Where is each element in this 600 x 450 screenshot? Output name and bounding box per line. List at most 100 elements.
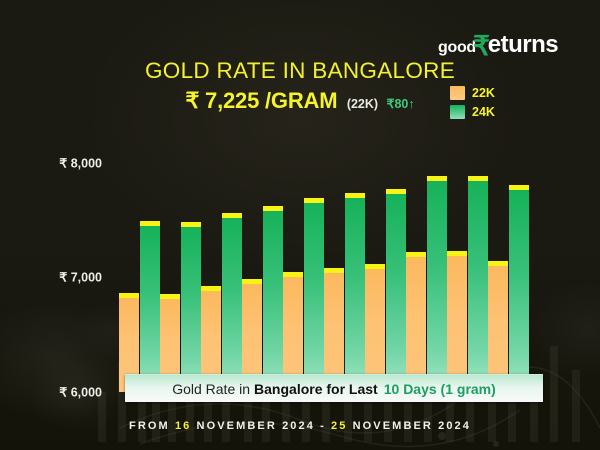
- bar-body: [406, 256, 426, 392]
- bar-cap: [386, 189, 406, 195]
- bar-body: [468, 180, 488, 392]
- goodreturns-logo[interactable]: good ₹ eturns: [438, 30, 559, 61]
- bar-group[interactable]: [201, 140, 242, 392]
- bar-22k-day-4[interactable]: [242, 279, 262, 392]
- y-axis-tick: ₹ 7,000: [59, 270, 102, 285]
- bar-group[interactable]: [447, 140, 488, 392]
- date-range: FROM 16 NOVEMBER 2024 - 25 NOVEMBER 2024: [0, 416, 600, 434]
- bar-24k-day-10[interactable]: [509, 185, 529, 392]
- bar-22k-day-5[interactable]: [283, 272, 303, 392]
- bar-24k-day-9[interactable]: [468, 175, 488, 392]
- bar-cap: [160, 294, 180, 300]
- bar-group[interactable]: [242, 140, 283, 392]
- logo-text-eturns: eturns: [487, 31, 559, 58]
- legend-item-24k[interactable]: 24K: [450, 105, 495, 119]
- bar-cap: [324, 267, 344, 273]
- bar-body: [201, 291, 221, 392]
- bar-body: [488, 265, 508, 392]
- bar-body: [345, 198, 365, 392]
- bar-cap: [283, 272, 303, 278]
- bar-body: [386, 194, 406, 392]
- bar-body: [304, 203, 324, 392]
- bar-cap: [201, 286, 221, 292]
- bar-24k-day-4[interactable]: [263, 205, 283, 392]
- bar-cap: [447, 250, 467, 256]
- bar-cap: [181, 221, 201, 227]
- date-range-to-rest: NOVEMBER 2024: [347, 420, 471, 432]
- bar-22k-day-1[interactable]: [119, 292, 139, 392]
- bar-22k-day-9[interactable]: [447, 250, 467, 392]
- bar-body: [263, 210, 283, 392]
- date-range-from-word: FROM: [129, 420, 175, 432]
- bar-24k-day-2[interactable]: [181, 221, 201, 392]
- bar-group[interactable]: [488, 140, 529, 392]
- page-title: GOLD RATE IN BANGALORE: [145, 58, 455, 83]
- bar-body: [427, 181, 447, 392]
- bar-22k-day-3[interactable]: [201, 286, 221, 392]
- bar-body: [242, 284, 262, 392]
- bar-body: [160, 299, 180, 392]
- bar-body: [119, 297, 139, 392]
- bar-24k-day-5[interactable]: [304, 198, 324, 392]
- bar-cap: [468, 175, 488, 181]
- logo-text-good: good: [438, 39, 476, 56]
- bar-body: [447, 255, 467, 392]
- date-range-from-rest: NOVEMBER 2024: [191, 420, 321, 432]
- legend-swatch-24k: [450, 105, 465, 119]
- y-axis-tick: ₹ 6,000: [59, 385, 102, 400]
- bar-cap: [119, 292, 139, 298]
- bar-body: [509, 190, 529, 392]
- caption-part-3: 10 Days (1 gram): [383, 380, 496, 397]
- bar-group[interactable]: [365, 140, 406, 392]
- bar-body: [181, 226, 201, 392]
- bar-24k-day-7[interactable]: [386, 189, 406, 392]
- bar-group[interactable]: [119, 140, 160, 392]
- bar-22k-day-7[interactable]: [365, 263, 385, 392]
- bar-cap: [140, 221, 160, 227]
- legend-item-22k[interactable]: 22K: [450, 86, 495, 100]
- legend-swatch-22k: [450, 86, 465, 100]
- bar-22k-day-8[interactable]: [406, 251, 426, 392]
- bar-24k-day-3[interactable]: [222, 213, 242, 392]
- bar-cap: [488, 260, 508, 266]
- caption-part-1: Gold Rate in: [172, 380, 251, 397]
- bar-body: [222, 218, 242, 392]
- bar-body: [140, 226, 160, 392]
- bar-cap: [365, 263, 385, 269]
- current-price-karat: (22K): [346, 97, 379, 111]
- bar-cap: [263, 205, 283, 211]
- y-axis: ₹ 6,000 ₹ 7,000 ₹ 8,000: [0, 140, 112, 399]
- bar-group[interactable]: [283, 140, 324, 392]
- current-price-line: ₹ 7,225 /GRAM (22K) ₹80↑: [0, 88, 600, 114]
- date-range-dash: -: [320, 420, 332, 432]
- chart-legend: 22K 24K: [450, 86, 495, 119]
- bar-cap: [406, 251, 426, 257]
- bar-22k-day-10[interactable]: [488, 260, 508, 392]
- bar-cap: [304, 198, 324, 204]
- rupee-icon: ₹: [472, 31, 490, 61]
- y-axis-tick: ₹ 8,000: [59, 156, 102, 171]
- bar-cap: [222, 213, 242, 219]
- bar-cap: [345, 193, 365, 199]
- bar-cap: [242, 279, 262, 285]
- bar-group[interactable]: [324, 140, 365, 392]
- bar-group[interactable]: [406, 140, 447, 392]
- bar-24k-day-8[interactable]: [427, 176, 447, 392]
- bar-body: [324, 272, 344, 392]
- bar-body: [365, 268, 385, 392]
- bar-group[interactable]: [160, 140, 201, 392]
- price-change-badge: ₹80↑: [386, 97, 415, 111]
- bar-cap: [509, 185, 529, 191]
- bar-22k-day-2[interactable]: [160, 294, 180, 392]
- caption-part-2: Bangalore for Last: [254, 380, 378, 397]
- legend-label-24k: 24K: [472, 105, 495, 119]
- bar-24k-day-1[interactable]: [140, 221, 160, 392]
- bar-chart-plot-area: [118, 140, 548, 392]
- bar-22k-day-6[interactable]: [324, 267, 344, 392]
- date-range-from-day: 16: [174, 420, 192, 432]
- current-price-value: ₹ 7,225 /GRAM: [185, 88, 338, 113]
- bar-24k-day-6[interactable]: [345, 193, 365, 392]
- legend-label-22k: 22K: [472, 86, 495, 100]
- bar-body: [283, 277, 303, 392]
- date-range-to-day: 25: [331, 420, 348, 432]
